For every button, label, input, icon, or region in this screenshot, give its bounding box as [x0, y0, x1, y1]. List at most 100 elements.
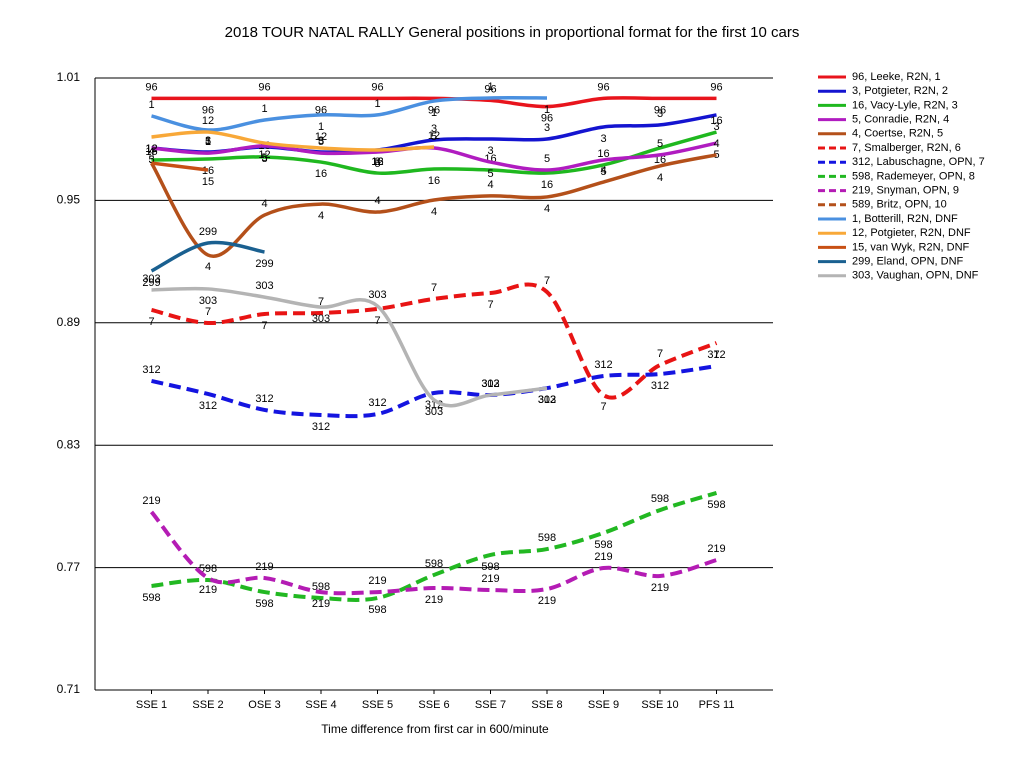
y-tick-label: 0.71 [57, 682, 81, 696]
point-label: 303 [425, 406, 443, 418]
point-label: 303 [199, 295, 217, 307]
point-label: 4 [431, 206, 437, 218]
point-label: 598 [368, 604, 386, 616]
point-label: 96 [258, 81, 270, 93]
point-label: 4 [657, 172, 663, 184]
point-label: 303 [481, 378, 499, 390]
point-label: 7 [657, 348, 663, 360]
point-label: 219 [142, 495, 160, 507]
point-label: 1 [487, 81, 493, 93]
point-label: 1 [374, 98, 380, 110]
point-label: 303 [368, 289, 386, 301]
point-label: 219 [651, 582, 669, 594]
point-label: 5 [318, 136, 324, 148]
x-tick-label: SSE 7 [475, 699, 506, 711]
y-tick-label: 0.95 [57, 193, 81, 207]
point-label: 7 [431, 282, 437, 294]
x-tick-label: SSE 4 [305, 699, 336, 711]
point-label: 312 [594, 359, 612, 371]
point-label: 219 [255, 561, 273, 573]
point-label: 598 [199, 563, 217, 575]
point-label: 16 [371, 156, 383, 168]
point-label: 303 [255, 280, 273, 292]
legend-label: 299, Eland, OPN, DNF [852, 256, 964, 268]
point-label: 16 [710, 115, 722, 127]
x-axis-label: Time difference from first car in 600/mi… [321, 722, 549, 736]
point-label: 5 [544, 153, 550, 165]
x-tick-label: SSE 1 [136, 699, 167, 711]
chart-title: 2018 TOUR NATAL RALLY General positions … [225, 24, 800, 41]
legend-label: 15, van Wyk, R2N, DNF [852, 241, 970, 253]
point-label: 303 [538, 394, 556, 406]
point-label: 219 [312, 598, 330, 610]
x-tick-label: SSE 2 [192, 699, 223, 711]
legend-label: 598, Rademeyer, OPN, 8 [852, 170, 975, 182]
y-tick-label: 0.77 [57, 560, 81, 574]
series-line [151, 130, 435, 152]
point-label: 96 [541, 112, 553, 124]
point-label: 12 [202, 115, 214, 127]
point-label: 312 [481, 378, 499, 390]
point-label: 5 [374, 158, 380, 170]
point-label: 96 [654, 104, 666, 116]
x-tick-label: SSE 9 [588, 699, 619, 711]
point-label: 312 [651, 380, 669, 392]
point-label: 219 [199, 584, 217, 596]
point-label: 1 [261, 103, 267, 115]
point-label: 598 [255, 598, 273, 610]
point-label: 303 [142, 273, 160, 285]
point-label: 5 [431, 131, 437, 143]
series-line [151, 96, 548, 132]
x-tick-label: SSE 5 [362, 699, 393, 711]
point-label: 5 [487, 168, 493, 180]
point-label: 1 [148, 99, 154, 111]
point-label: 598 [707, 499, 725, 511]
legend-label: 12, Potgieter, R2N, DNF [852, 227, 971, 239]
point-label: 7 [600, 401, 606, 413]
x-tick-label: SSE 6 [418, 699, 449, 711]
point-label: 3 [261, 153, 267, 165]
series-line [151, 96, 717, 109]
point-label: 16 [315, 168, 327, 180]
x-tick-label: PFS 11 [699, 699, 735, 711]
point-label: 5 [205, 136, 211, 148]
point-label: 7 [374, 315, 380, 327]
point-label: 3 [374, 156, 380, 168]
point-label: 3 [600, 133, 606, 145]
point-label: 16 [541, 179, 553, 191]
legend-label: 1, Botterill, R2N, DNF [852, 213, 958, 225]
point-label: 1 [544, 104, 550, 116]
legend-label: 96, Leeke, R2N, 1 [852, 71, 941, 83]
point-label: 312 [707, 349, 725, 361]
point-label: 219 [481, 573, 499, 585]
point-label: 7 [148, 316, 154, 328]
legend-label: 16, Vacy-Lyle, R2N, 3 [852, 99, 958, 111]
legend-label: 3, Potgieter, R2N, 2 [852, 85, 948, 97]
point-label: 5 [657, 138, 663, 150]
point-label: 4 [205, 261, 211, 273]
point-label: 4 [374, 195, 380, 207]
x-tick-label: SSE 10 [641, 699, 678, 711]
point-label: 1 [431, 107, 437, 119]
point-label: 7 [544, 275, 550, 287]
point-label: 4 [261, 198, 267, 210]
point-label: 598 [538, 532, 556, 544]
point-label: 598 [425, 558, 443, 570]
point-label: 312 [312, 421, 330, 433]
point-label: 4 [318, 210, 324, 222]
point-label: 96 [145, 81, 157, 93]
point-label: 598 [594, 539, 612, 551]
series-line [151, 286, 548, 408]
point-label: 219 [707, 543, 725, 555]
point-label: 5 [148, 154, 154, 166]
point-label: 4 [600, 165, 606, 177]
point-label: 3 [318, 135, 324, 147]
point-label: 312 [255, 393, 273, 405]
series-line [151, 282, 718, 400]
point-label: 598 [142, 592, 160, 604]
point-label: 16 [597, 148, 609, 160]
y-tick-label: 0.89 [57, 315, 81, 329]
point-label: 3 [205, 135, 211, 147]
point-label: 1 [318, 121, 324, 133]
legend-label: 7, Smalberger, R2N, 6 [852, 142, 961, 154]
